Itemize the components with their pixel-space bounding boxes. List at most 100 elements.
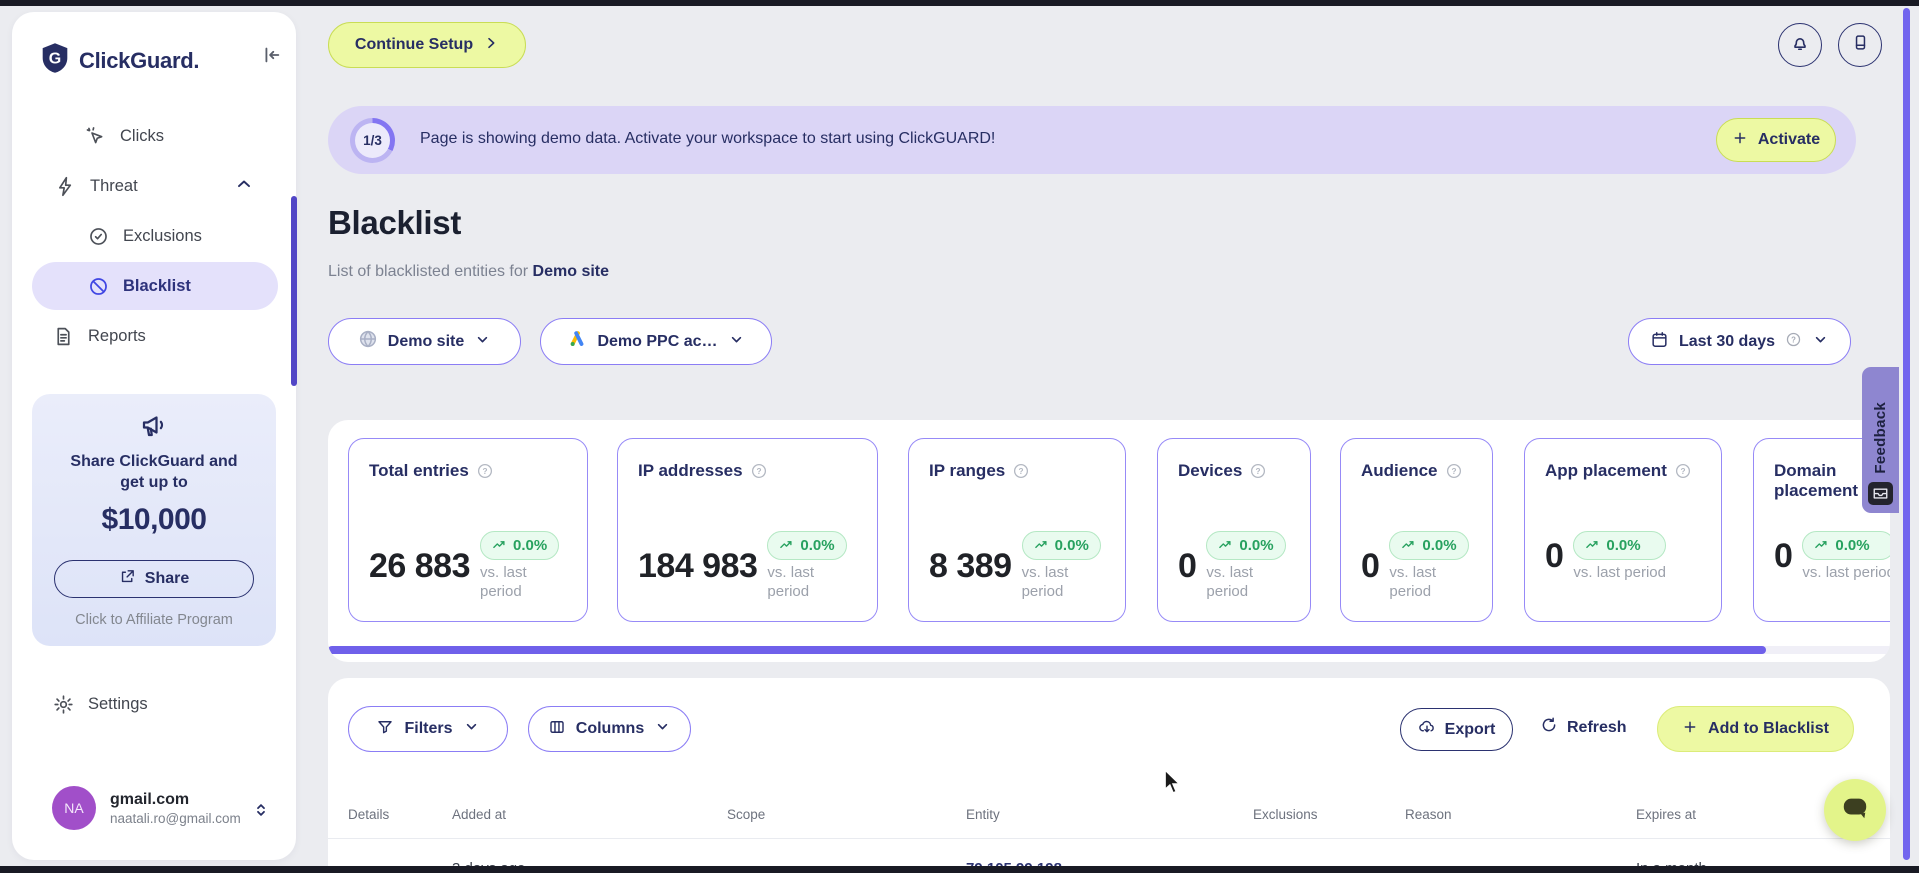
gear-icon xyxy=(53,694,74,715)
continue-setup-label: Continue Setup xyxy=(354,36,474,53)
site-selector-label: Demo site xyxy=(387,332,465,350)
cursor-click-icon xyxy=(85,126,106,147)
change-badge: 0.0% xyxy=(480,531,560,560)
demo-data-banner: 1/3 Page is showing demo data. Activate … xyxy=(328,106,1856,174)
no-entry-icon xyxy=(88,276,109,297)
vs-last-period: vs. last period xyxy=(1573,564,1666,581)
svg-text:?: ? xyxy=(482,467,487,476)
setup-progress-label: 1/3 xyxy=(355,123,390,158)
stats-scrollbar[interactable] xyxy=(328,646,1766,654)
column-header-scope[interactable]: Scope xyxy=(727,807,766,822)
workspace-switcher[interactable]: NA gmail.com naatali.ro@gmail.com xyxy=(52,786,241,830)
window-bottom-edge xyxy=(0,866,1919,873)
svg-text:?: ? xyxy=(1019,467,1024,476)
add-to-blacklist-label: Add to Blacklist xyxy=(1708,720,1829,737)
sidebar-item-clicks[interactable]: Clicks xyxy=(85,116,164,156)
affiliate-promo-card[interactable]: Share ClickGuard and get up to $10,000 S… xyxy=(32,394,276,646)
stat-label: Domain placement xyxy=(1774,461,1859,500)
chevrons-up-down-icon[interactable] xyxy=(252,800,270,825)
date-range-selector[interactable]: Last 30 days ? xyxy=(1628,318,1851,365)
banner-message: Page is showing demo data. Activate your… xyxy=(420,130,996,147)
share-label: Share xyxy=(144,570,190,587)
help-circle-icon[interactable]: ? xyxy=(476,462,494,480)
help-circle-icon[interactable]: ? xyxy=(750,462,768,480)
notifications-button[interactable] xyxy=(1778,23,1822,67)
sidebar-scrollbar[interactable] xyxy=(291,196,297,386)
change-badge: 0.0% xyxy=(767,531,847,560)
stat-label: Audience xyxy=(1361,461,1438,480)
trending-up-icon xyxy=(780,541,792,549)
change-badge: 0.0% xyxy=(1021,531,1101,560)
help-circle-icon[interactable]: ? xyxy=(1012,462,1030,480)
chevron-up-icon[interactable] xyxy=(234,174,254,199)
calendar-icon xyxy=(1650,330,1669,354)
docs-button[interactable] xyxy=(1838,23,1882,67)
page-scrollbar[interactable] xyxy=(1903,8,1910,860)
column-header-added-at[interactable]: Added at xyxy=(452,807,507,822)
site-selector[interactable]: Demo site xyxy=(328,318,521,365)
trending-up-icon xyxy=(1586,541,1598,549)
sidebar-item-reports[interactable]: Reports xyxy=(53,316,146,356)
stat-value: 26 883 xyxy=(369,546,471,585)
page-subtitle-site: Demo site xyxy=(532,263,610,280)
funnel-icon xyxy=(376,718,394,741)
column-header-entity[interactable]: Entity xyxy=(966,807,1000,822)
stat-value: 0 xyxy=(1545,537,1564,575)
sidebar-item-label: Blacklist xyxy=(123,276,191,295)
promo-line2: get up to xyxy=(120,474,188,491)
sidebar: G ClickGuard. Clicks Threat Exclusions B… xyxy=(12,12,296,860)
document-icon xyxy=(53,326,74,347)
activate-button[interactable]: Activate xyxy=(1716,118,1836,162)
share-button[interactable]: Share xyxy=(54,560,254,598)
chat-launcher-button[interactable] xyxy=(1824,779,1886,841)
column-header-details[interactable]: Details xyxy=(348,807,390,822)
envelope-icon xyxy=(1868,482,1893,505)
refresh-button[interactable]: Refresh xyxy=(1540,716,1627,739)
stat-value: 184 983 xyxy=(638,546,758,585)
collapse-sidebar-icon[interactable] xyxy=(260,44,282,71)
export-button[interactable]: Export xyxy=(1400,708,1513,751)
promo-amount: $10,000 xyxy=(101,503,207,536)
app-logo[interactable]: G ClickGuard. xyxy=(40,42,199,79)
vs-last-period: vs. last period xyxy=(480,564,527,600)
promo-note: Click to Affiliate Program xyxy=(75,612,233,628)
filters-label: Filters xyxy=(404,720,453,737)
lightning-icon xyxy=(55,176,76,197)
filters-dropdown[interactable]: Filters xyxy=(348,706,508,752)
chevron-down-icon xyxy=(654,718,671,740)
columns-label: Columns xyxy=(575,720,645,737)
help-circle-icon[interactable]: ? xyxy=(1445,462,1463,480)
sidebar-item-blacklist[interactable]: Blacklist xyxy=(88,266,191,306)
svg-text:?: ? xyxy=(1680,467,1685,476)
sidebar-item-label: Reports xyxy=(88,326,146,345)
columns-dropdown[interactable]: Columns xyxy=(528,706,691,752)
trending-up-icon xyxy=(1402,541,1414,549)
sidebar-item-label: Threat xyxy=(90,176,138,195)
stats-panel: Total entries ? 26 883 0.0% vs. last per… xyxy=(328,420,1890,662)
trending-up-icon xyxy=(1815,541,1827,549)
sidebar-item-threat[interactable]: Threat xyxy=(55,166,138,206)
stat-label: Total entries xyxy=(369,461,469,480)
help-circle-icon[interactable]: ? xyxy=(1249,462,1267,480)
bell-icon xyxy=(1790,33,1810,58)
column-header-exclusions[interactable]: Exclusions xyxy=(1253,807,1318,822)
sidebar-item-exclusions[interactable]: Exclusions xyxy=(88,216,202,256)
vs-last-period: vs. last period xyxy=(1802,564,1890,581)
column-header-expires-at[interactable]: Expires at xyxy=(1636,807,1697,822)
workspace-name: gmail.com xyxy=(110,790,190,808)
stat-card-audience: Audience ? 0 0.0% vs. last period xyxy=(1340,438,1493,622)
export-label: Export xyxy=(1444,720,1496,738)
feedback-tab[interactable]: Feedback xyxy=(1862,367,1899,513)
help-circle-icon[interactable]: ? xyxy=(1674,462,1692,480)
table-header-divider xyxy=(328,838,1890,839)
continue-setup-button[interactable]: Continue Setup xyxy=(328,22,526,68)
stat-value: 8 389 xyxy=(929,546,1012,585)
sidebar-item-settings[interactable]: Settings xyxy=(53,684,148,724)
ppc-account-selector[interactable]: Demo PPC ac… xyxy=(540,318,772,365)
column-header-reason[interactable]: Reason xyxy=(1405,807,1452,822)
globe-icon xyxy=(358,329,378,354)
sidebar-item-label: Exclusions xyxy=(123,226,202,245)
stat-card-total-entries: Total entries ? 26 883 0.0% vs. last per… xyxy=(348,438,588,622)
add-to-blacklist-button[interactable]: Add to Blacklist xyxy=(1657,706,1854,752)
avatar: NA xyxy=(52,786,96,830)
